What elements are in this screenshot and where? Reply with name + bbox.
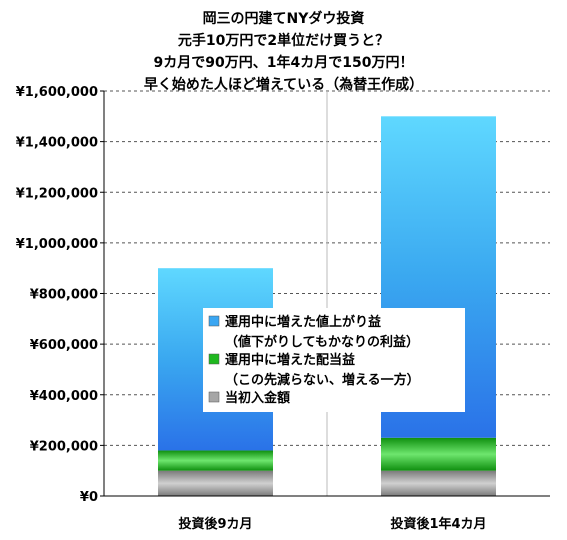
legend-swatch (208, 391, 220, 403)
chart-title-line-4: 早く始めた人ほど増えている（為替王作成） (0, 76, 567, 94)
chart-title-line-4-text: 早く始めた人ほど増えている（為替王作成） (140, 77, 427, 93)
y-tick-label: ¥1,600,000 (16, 85, 98, 100)
x-tick-label: 投資後9カ月 (178, 516, 252, 532)
bar-segment (158, 450, 273, 471)
bar-segment (381, 470, 496, 496)
y-tick-label: ¥400,000 (30, 389, 98, 404)
legend-label: 当初入金額 (225, 390, 290, 406)
y-tick-label: ¥1,200,000 (16, 186, 98, 201)
chart-title-line-1: 岡三の円建てNYダウ投資 (202, 11, 365, 27)
legend-label: （値下がりしてもかなりの利益） (225, 334, 419, 350)
chart-title-line-2: 元手10万円で2単位だけ買うと？ (177, 33, 390, 49)
legend-label: 運用中に増えた値上がり益 (225, 314, 381, 330)
bar-segment (381, 437, 496, 471)
y-tick-label: ¥1,400,000 (16, 136, 98, 151)
y-tick-label: ¥0 (80, 490, 98, 505)
legend-box (203, 308, 465, 412)
legend-label: （この先減らない、増える一方） (225, 372, 420, 388)
y-tick-label: ¥200,000 (30, 439, 98, 454)
y-tick-label: ¥1,000,000 (16, 237, 98, 252)
legend-label: 運用中に増えた配当益 (225, 352, 355, 368)
legend-swatch (208, 353, 220, 365)
chart-title-line-3: 9カ月で90万円、1年4カ月で150万円！ (153, 55, 414, 71)
x-tick-label: 投資後1年4カ月 (390, 516, 486, 532)
bar-segment (158, 470, 273, 496)
legend-swatch (208, 315, 220, 327)
y-tick-label: ¥800,000 (30, 288, 98, 303)
y-tick-label: ¥600,000 (30, 338, 98, 353)
